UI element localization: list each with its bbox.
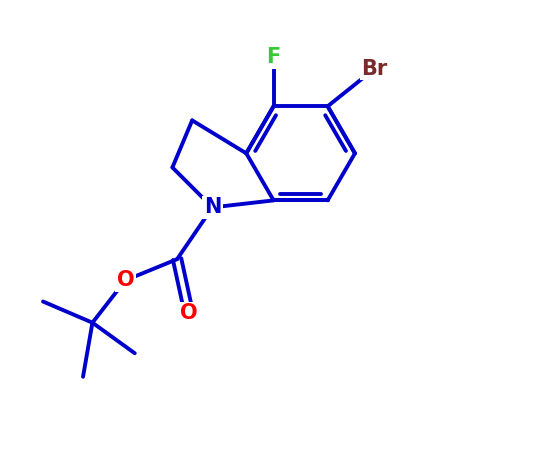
Text: O: O: [180, 303, 198, 323]
Text: F: F: [266, 47, 281, 67]
Text: O: O: [117, 270, 134, 290]
Text: Br: Br: [361, 59, 388, 79]
Text: N: N: [204, 198, 221, 218]
